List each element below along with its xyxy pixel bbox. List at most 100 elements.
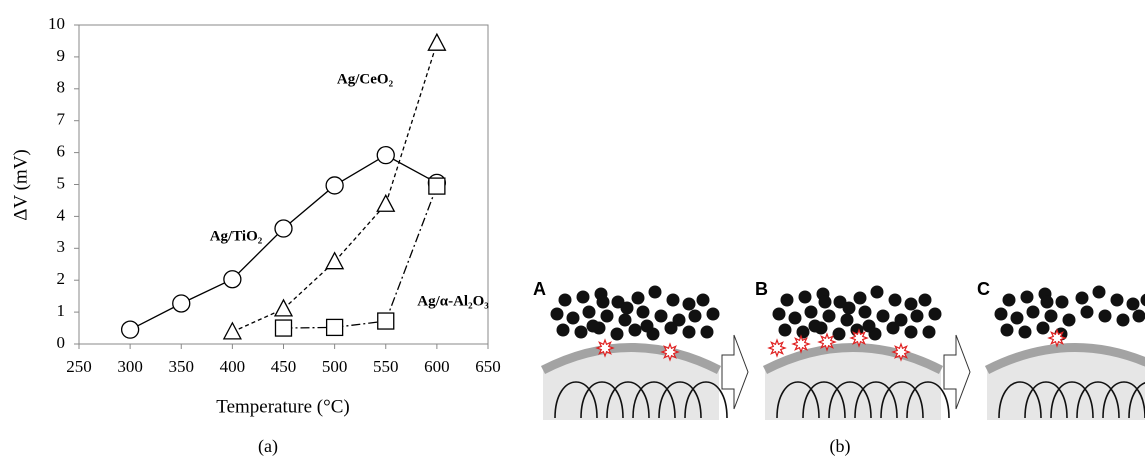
x-axis-label: Temperature (°C) [216,396,349,417]
particle [789,312,802,325]
data-point [377,147,394,164]
y-tick-label: 2 [57,269,66,288]
particle [823,310,836,323]
y-tick-label: 1 [57,301,66,320]
y-tick-label: 0 [57,333,66,352]
particle [1045,310,1058,323]
x-tick-label: 500 [322,357,348,376]
caption: (a) [258,436,278,457]
particle [667,294,680,307]
particle [773,308,786,321]
panel: B [755,279,949,420]
y-tick-label: 6 [57,142,66,161]
data-point [429,178,445,194]
x-tick-label: 400 [220,357,246,376]
particle [621,302,634,315]
particle [655,310,668,323]
particle [1011,312,1024,325]
y-tick-label: 8 [57,78,66,97]
panel-label: C [977,279,990,299]
arrow [722,335,748,409]
particle [559,294,572,307]
spark [1049,330,1065,346]
x-tick-label: 450 [271,357,297,376]
particle [587,320,600,333]
particle [905,298,918,311]
x-tick-label: 250 [66,357,92,376]
x-tick-label: 650 [475,357,501,376]
panel-label: A [533,279,546,299]
particle [683,326,696,339]
particle [843,302,856,315]
particle [1133,310,1145,323]
particle [601,310,614,323]
particle [1021,291,1034,304]
particle [1003,294,1016,307]
particle [923,326,936,339]
x-tick-label: 600 [424,357,450,376]
y-tick-label: 7 [57,110,66,129]
arrow [944,335,970,409]
particle [911,310,924,323]
particle [665,322,678,335]
data-point [122,321,139,338]
series-label: Ag/CeO₂ [337,71,394,87]
particle [1111,294,1124,307]
particle [1076,292,1089,305]
particle [649,286,662,299]
panel: C [977,279,1145,420]
particle [995,308,1008,321]
particle [805,306,818,319]
particle [1141,294,1145,307]
diagram: A B C [533,279,1145,420]
spark [769,340,785,356]
particle [799,291,812,304]
particle [611,328,624,341]
particle [575,326,588,339]
particle [877,310,890,323]
particle [697,294,710,307]
particle [551,308,564,321]
particle [632,292,645,305]
particle [863,320,876,333]
particle [641,320,654,333]
spark [662,344,678,360]
y-axis-label: ΔV (mV) [10,149,31,221]
data-point [224,271,241,288]
particle [1063,314,1076,327]
particle [1019,326,1032,339]
particle [887,322,900,335]
particle [629,324,642,337]
particle [1127,298,1140,311]
x-tick-label: 300 [117,357,143,376]
data-point [275,220,292,237]
y-tick-label: 3 [57,237,66,256]
caption: (b) [830,436,851,457]
y-tick-label: 9 [57,46,66,65]
x-tick-label: 350 [169,357,195,376]
data-point [224,323,241,339]
particle [854,292,867,305]
particle [567,312,580,325]
particle [1027,306,1040,319]
particle [1081,306,1094,319]
particle [929,308,942,321]
particle [701,326,714,339]
data-point [327,319,343,335]
particle [833,328,846,341]
particle [919,294,932,307]
particle [889,294,902,307]
particle [707,308,720,321]
spark [597,340,613,356]
panel: A [533,279,727,420]
particle [1117,314,1130,327]
particle [1056,296,1069,309]
particle [689,310,702,323]
data-point [173,295,190,312]
particle [871,286,884,299]
particle [1001,324,1014,337]
spark [851,330,867,346]
particle [577,291,590,304]
y-tick-label: 4 [57,205,66,224]
